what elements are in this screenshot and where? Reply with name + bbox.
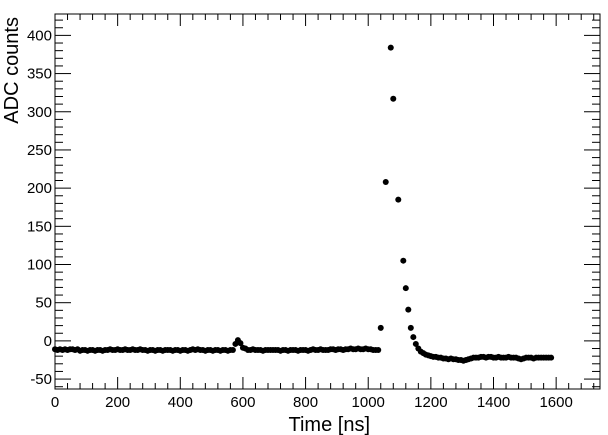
x-tick-label: 200	[105, 394, 130, 411]
data-point	[402, 285, 409, 292]
data-point	[400, 257, 407, 264]
data-point	[375, 347, 382, 354]
x-tick-label: 600	[230, 394, 255, 411]
x-tick-label: 800	[293, 394, 318, 411]
data-point	[229, 347, 236, 354]
y-tick-label: 0	[44, 333, 52, 350]
y-tick-label: 350	[27, 66, 52, 83]
data-point	[237, 340, 244, 347]
y-tick-label: 150	[27, 218, 52, 235]
plot-frame	[54, 13, 601, 390]
x-tick-label: 1200	[414, 394, 447, 411]
y-tick-label: -50	[30, 371, 52, 388]
data-point	[377, 324, 384, 331]
y-axis-ticks: -50 0 50 100 150 200 250 300 350 400	[27, 19, 600, 388]
y-tick-label: 50	[35, 295, 52, 312]
data-point	[412, 340, 419, 347]
y-tick-label: 250	[27, 142, 52, 159]
data-point	[382, 179, 389, 186]
x-tick-label: 1400	[477, 394, 510, 411]
data-point	[405, 306, 412, 313]
x-tick-label: 0	[51, 394, 59, 411]
data-point	[410, 334, 417, 341]
y-axis-title: ADC counts	[1, 17, 23, 124]
y-tick-label: 400	[27, 27, 52, 44]
data-point	[548, 354, 555, 361]
data-point	[407, 324, 414, 331]
data-point	[387, 44, 394, 51]
data-point	[390, 95, 397, 102]
x-axis-ticks: 0 200 400 600 800 1000 1200 1400 1600	[51, 14, 595, 411]
x-axis-title: Time [ns]	[289, 414, 371, 435]
y-tick-label: 100	[27, 257, 52, 274]
y-tick-label: 300	[27, 104, 52, 121]
x-tick-label: 400	[168, 394, 193, 411]
data-points	[52, 44, 555, 364]
x-tick-label: 1000	[352, 394, 385, 411]
x-tick-label: 1600	[539, 394, 572, 411]
y-tick-label: 200	[27, 180, 52, 197]
plot-border	[54, 13, 601, 390]
data-point	[395, 196, 402, 203]
